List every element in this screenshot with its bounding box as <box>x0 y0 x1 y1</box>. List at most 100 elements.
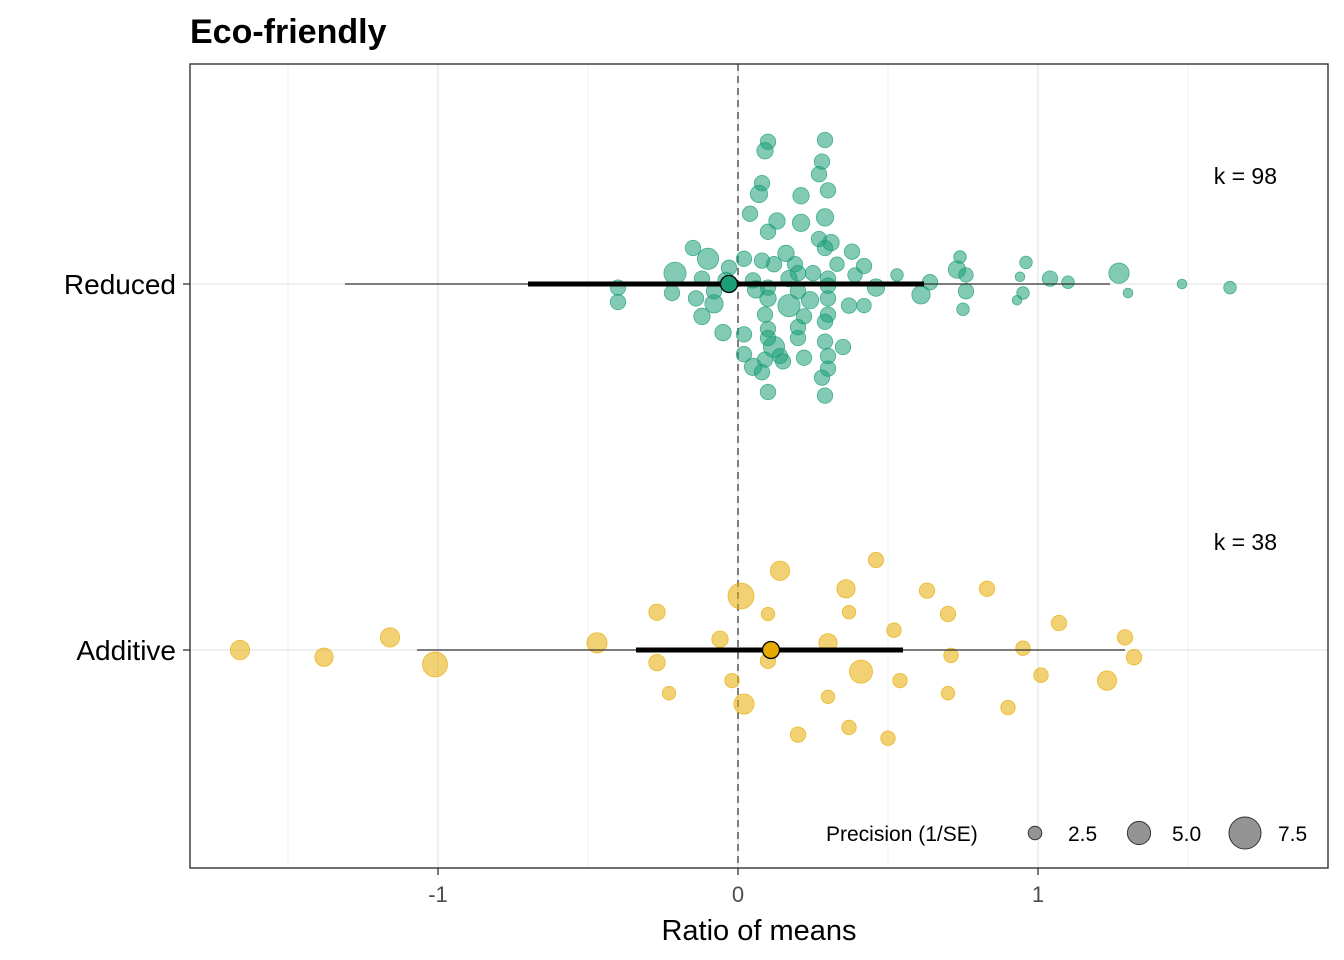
data-point <box>841 605 857 620</box>
legend-label: 7.5 <box>1278 823 1307 846</box>
data-point <box>815 208 835 227</box>
data-point <box>1116 629 1134 646</box>
data-point <box>229 639 251 661</box>
x-axis-title: Ratio of means <box>661 915 856 947</box>
data-point <box>687 290 705 307</box>
data-point <box>789 265 807 282</box>
data-point <box>939 605 957 623</box>
data-point <box>727 582 755 610</box>
data-point <box>1122 287 1134 299</box>
data-point <box>769 560 791 581</box>
data-point <box>711 630 729 648</box>
data-point <box>759 289 777 308</box>
data-point <box>843 243 861 260</box>
data-point <box>733 693 755 715</box>
data-point <box>943 647 959 664</box>
legend-label: 2.5 <box>1068 823 1097 846</box>
pooled-estimate <box>719 274 739 294</box>
data-point <box>759 383 777 401</box>
plot-border <box>189 63 1329 869</box>
data-point <box>816 387 834 404</box>
legend-label: 5.0 <box>1172 823 1201 846</box>
data-point <box>379 627 401 648</box>
data-point <box>856 297 872 314</box>
legend-key <box>1228 816 1262 850</box>
x-axis-ticks: -1 0 1 <box>428 868 1044 907</box>
data-point <box>749 184 769 204</box>
data-point <box>804 265 822 282</box>
data-point <box>756 306 774 323</box>
data-point <box>789 726 807 743</box>
data-point <box>648 653 666 672</box>
data-point <box>867 551 885 569</box>
data-point <box>1125 649 1143 666</box>
pooled-estimate <box>761 640 781 660</box>
data-point <box>813 369 831 386</box>
data-point <box>741 205 759 222</box>
data-point <box>759 223 777 240</box>
data-point <box>663 284 681 302</box>
data-point <box>911 285 931 305</box>
legend-key <box>1126 820 1152 846</box>
data-point <box>795 349 813 366</box>
data-point <box>841 719 857 736</box>
legend: Precision (1/SE) 2.5 5.0 7.5 <box>826 816 1307 850</box>
data-point <box>816 131 834 149</box>
data-point <box>957 283 975 300</box>
data-point <box>880 730 896 746</box>
data-point <box>774 353 792 370</box>
data-point <box>958 267 974 283</box>
x-tick-label: -1 <box>428 882 448 907</box>
data-point <box>940 686 956 701</box>
data-point <box>978 580 996 597</box>
data-point <box>1033 667 1049 683</box>
data-point <box>1096 670 1118 691</box>
data-point <box>918 582 936 599</box>
data-point <box>836 579 856 599</box>
data-point <box>892 672 908 689</box>
data-point <box>735 250 753 267</box>
category-label: Additive <box>76 635 176 666</box>
data-point <box>956 302 970 316</box>
data-point <box>648 603 666 621</box>
data-point <box>663 261 687 285</box>
legend-key <box>1027 825 1043 841</box>
chart-title: Eco-friendly <box>190 13 387 51</box>
data-point <box>1041 270 1059 287</box>
data-point <box>704 294 724 314</box>
x-tick-label: 0 <box>732 882 744 907</box>
data-point <box>1011 294 1023 306</box>
data-point <box>819 290 837 307</box>
y-axis-categories: Reduced Additive <box>64 269 190 666</box>
data-point <box>609 293 627 311</box>
data-point <box>820 689 836 704</box>
category-label: Reduced <box>64 269 176 300</box>
data-point <box>777 244 795 263</box>
intervals-layer <box>345 274 1125 660</box>
data-point <box>768 212 786 230</box>
data-point <box>714 323 732 342</box>
data-point <box>314 647 334 667</box>
k-label: k = 98 <box>1214 163 1277 189</box>
data-point <box>1108 262 1130 284</box>
data-point <box>1000 699 1016 716</box>
data-point <box>890 268 904 282</box>
data-point <box>765 256 783 273</box>
data-point <box>792 187 810 205</box>
data-point <box>816 239 834 257</box>
data-point <box>789 329 807 347</box>
data-point <box>1050 614 1068 632</box>
data-point <box>1061 275 1075 289</box>
data-point <box>422 651 448 678</box>
data-point <box>1176 278 1188 290</box>
data-point <box>760 606 776 622</box>
k-label: k = 38 <box>1214 529 1277 555</box>
data-point <box>1019 255 1033 270</box>
data-point <box>777 294 801 318</box>
data-point <box>886 622 902 638</box>
data-point <box>684 239 702 257</box>
data-point <box>735 346 753 363</box>
data-point <box>756 142 774 160</box>
data-point <box>847 267 863 283</box>
